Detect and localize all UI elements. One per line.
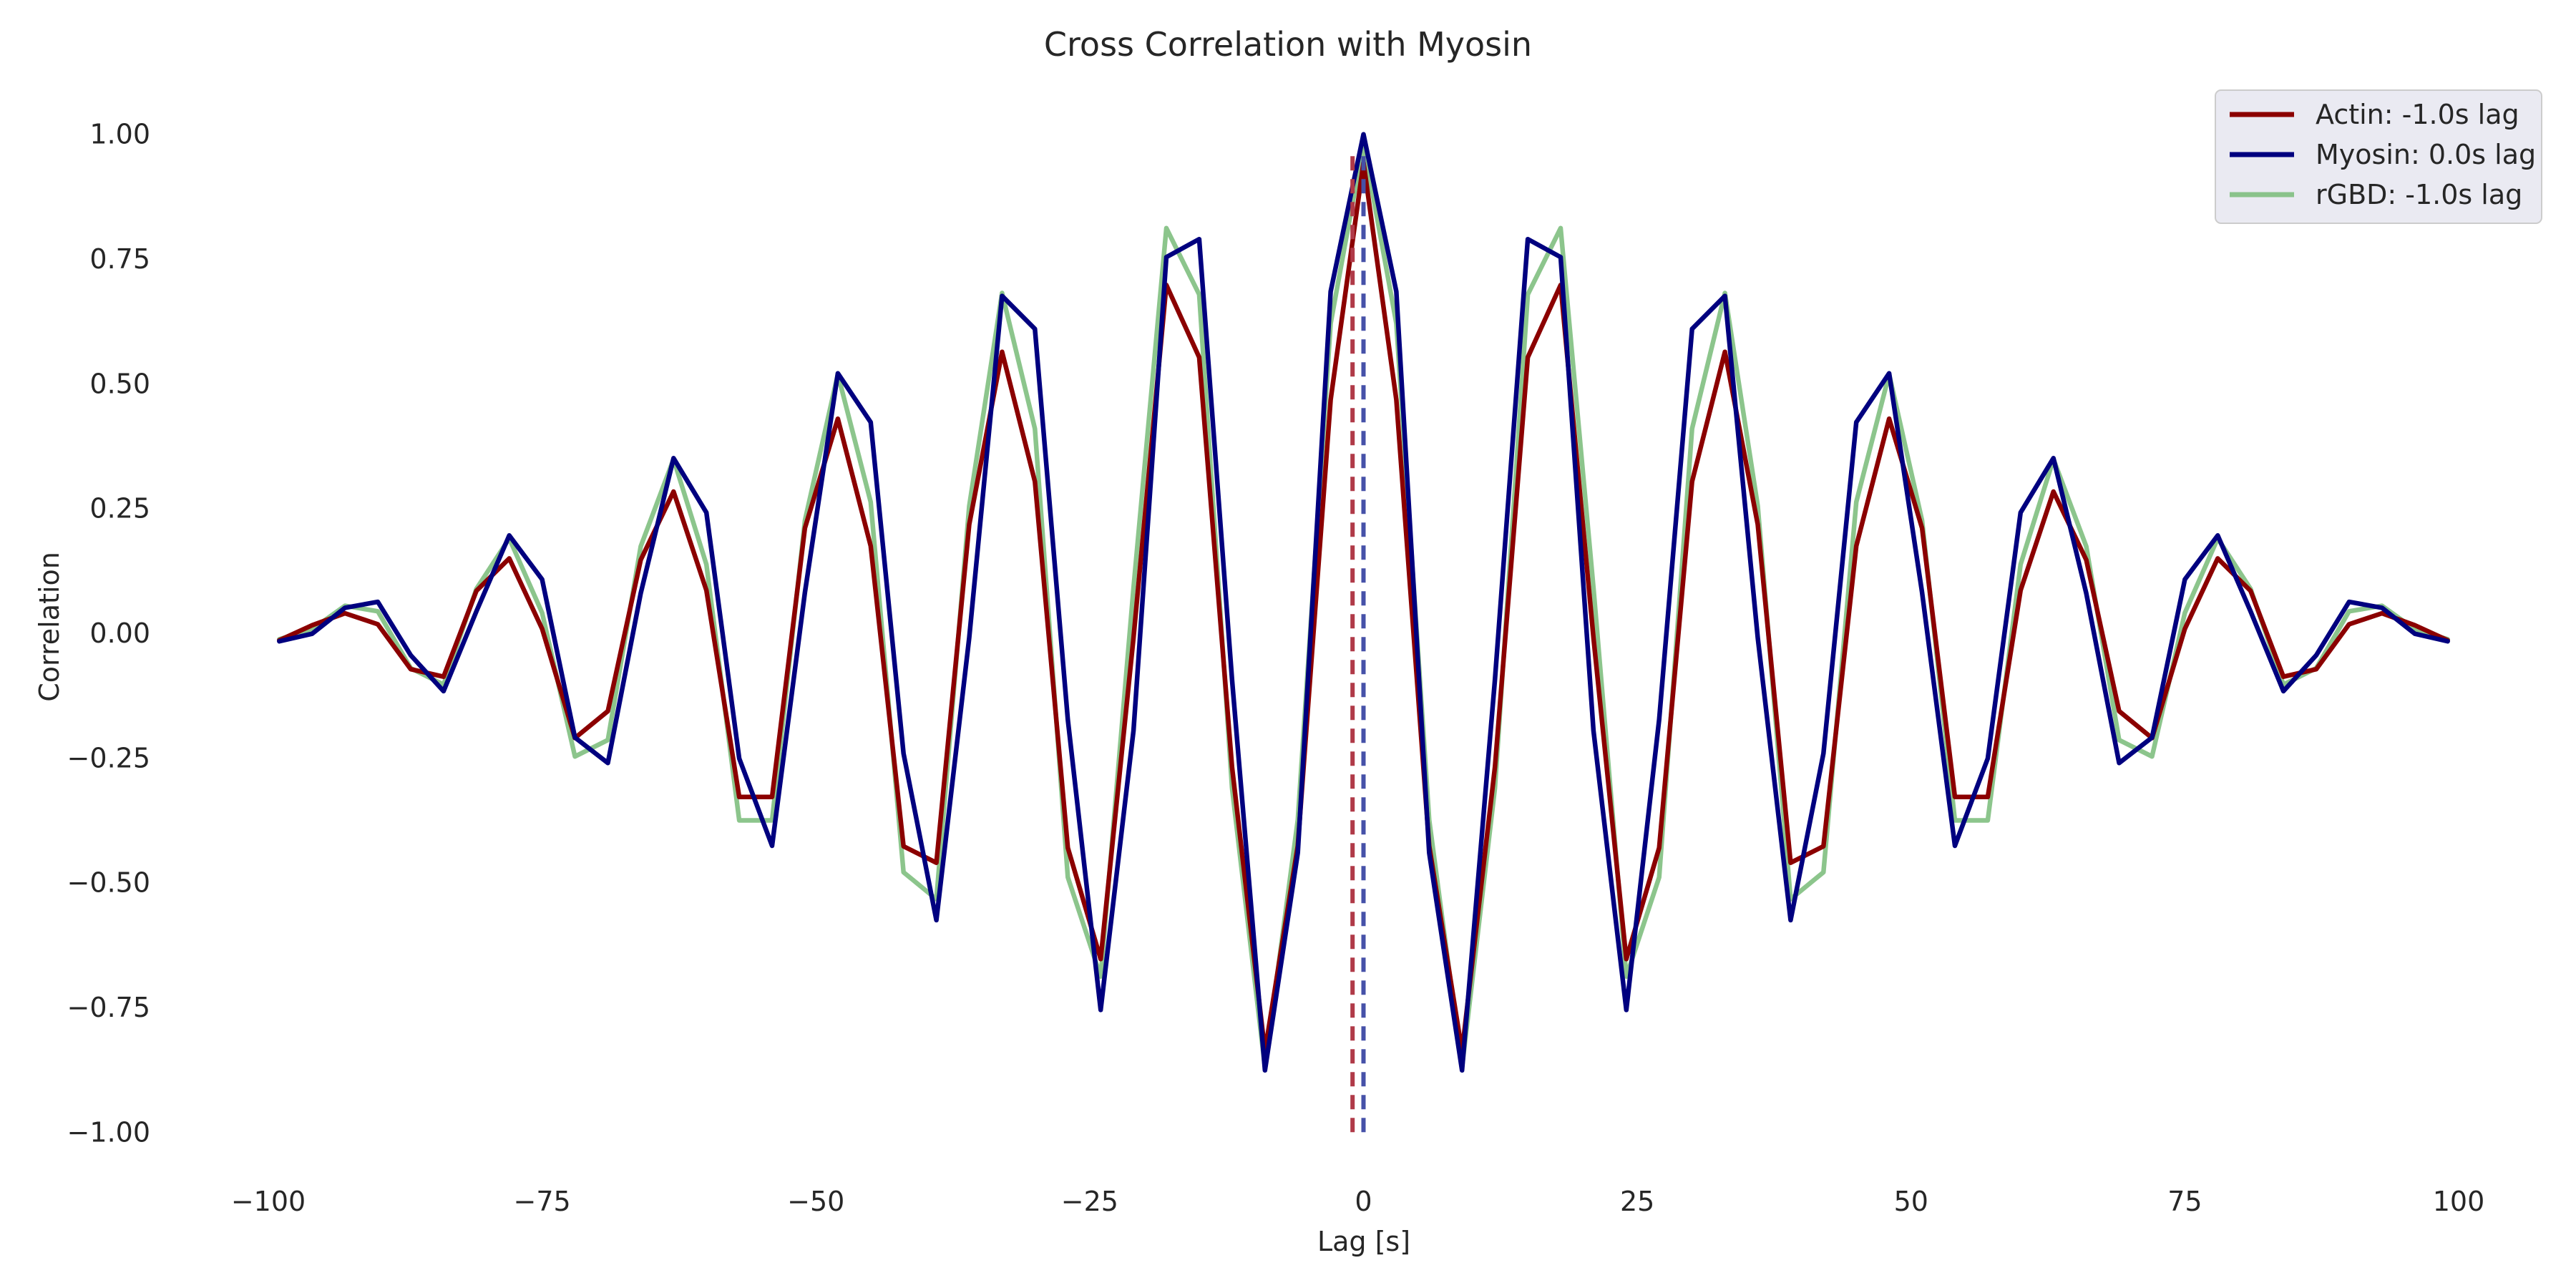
x-axis: −100 −75 −50 −25 0 25 50 75 100 <box>231 1186 2484 1217</box>
y-axis: 1.00 0.75 0.50 0.25 0.00 −0.25 −0.50 −0.75 −1.00 <box>67 119 150 1148</box>
y-tick-label: 0.75 <box>89 243 150 275</box>
legend: Actin: -1.0s lag Myosin: 0.0s lag rGBD: -1… <box>2215 89 2542 224</box>
y-tick-label: −0.50 <box>67 867 150 899</box>
legend-box <box>2215 89 2542 224</box>
y-tick-label: 1.00 <box>89 119 150 150</box>
legend-label: rGBD: -1.0s lag <box>2316 179 2522 210</box>
x-tick-label: 75 <box>2167 1186 2202 1217</box>
legend-label: Actin: -1.0s lag <box>2316 99 2519 130</box>
y-tick-label: −1.00 <box>67 1116 150 1148</box>
legend-label: Myosin: 0.0s lag <box>2316 139 2536 170</box>
y-tick-label: −0.75 <box>67 992 150 1023</box>
x-tick-label: −50 <box>787 1186 844 1217</box>
chart-title: Cross Correlation with Myosin <box>1044 25 1532 64</box>
y-tick-label: 0.50 <box>89 368 150 399</box>
x-tick-label: −25 <box>1061 1186 1118 1217</box>
x-tick-label: −100 <box>231 1186 306 1217</box>
x-axis-label: Lag [s] <box>1317 1226 1410 1257</box>
y-tick-label: −0.25 <box>67 742 150 774</box>
x-tick-label: −75 <box>514 1186 571 1217</box>
series-line <box>277 132 2450 1073</box>
y-axis-label: Correlation <box>34 552 65 702</box>
x-tick-label: 50 <box>1894 1186 1928 1217</box>
y-tick-label: 0.25 <box>89 493 150 525</box>
x-tick-label: 100 <box>2433 1186 2485 1217</box>
x-tick-label: 25 <box>1620 1186 1654 1217</box>
y-tick-label: 0.00 <box>89 618 150 649</box>
x-tick-label: 0 <box>1355 1186 1372 1217</box>
peak-lag-markers <box>1350 149 1366 1133</box>
